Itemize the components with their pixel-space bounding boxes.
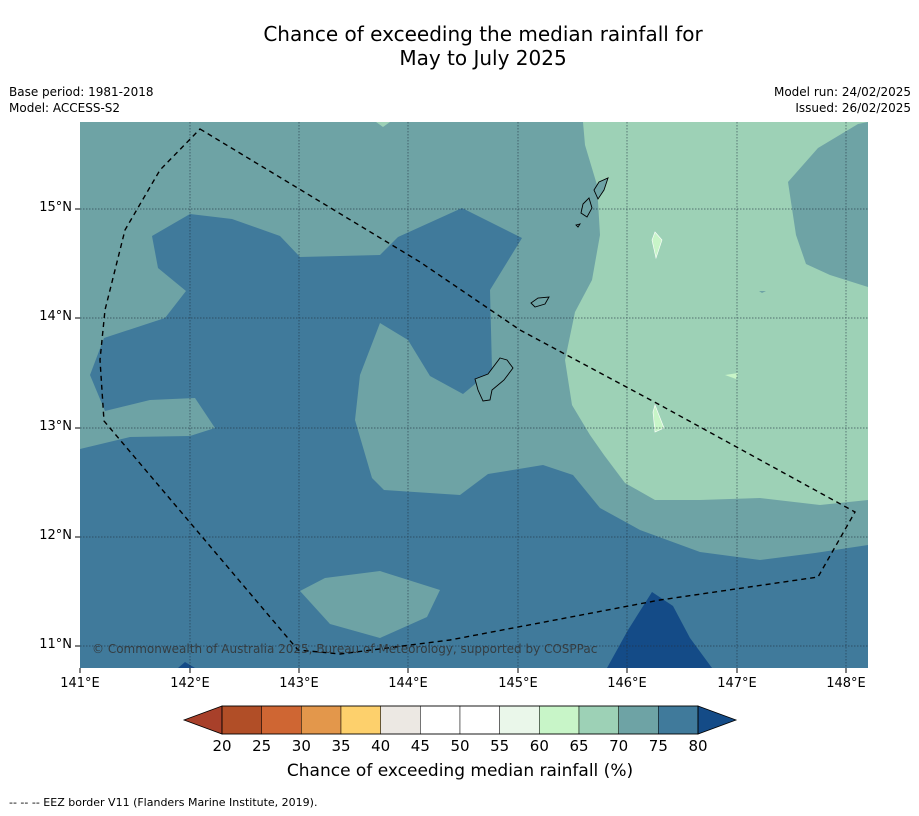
gridlines [80,122,868,668]
rainfall-map: © Commonwealth of Australia 2025, Bureau… [80,122,868,668]
zone-65-70-east [565,122,868,505]
colorbar-under-arrow [182,705,223,735]
colorbar-segment [618,705,659,735]
colorbar-segment [221,705,262,735]
x-axis-label: 148°E [826,676,866,691]
model-run-date: Model run: 24/02/2025 [773,85,911,99]
y-axis-label: 11°N [39,637,72,652]
zone-small-patch-4 [759,291,766,293]
colorbar-tick-label: 40 [371,737,391,755]
colorbar-segment [539,705,580,735]
colorbar-outline [221,705,699,735]
colorbar-tick-label: 60 [529,737,549,755]
issued-date: Issued: 26/02/2025 [795,101,911,115]
x-axis-label: 147°E [717,676,757,691]
x-axis-label: 143°E [279,676,319,691]
island-tinian [580,197,593,218]
copyright-notice: © Commonwealth of Australia 2025, Bureau… [92,642,597,656]
colorbar-segment [340,705,381,735]
eez-footnote: -- -- -- EEZ border V11 (Flanders Marine… [9,796,318,809]
title-line-1: Chance of exceeding the median rainfall … [263,22,703,46]
zone-60-65-patch-2 [652,404,665,433]
colorbar-tick-label: 35 [331,737,351,755]
colorbar-tick-label: 50 [450,737,470,755]
colorbar-segment [261,705,302,735]
model-name: Model: ACCESS-S2 [9,101,121,115]
x-axis-label: 146°E [607,676,647,691]
colorbar-tick-label: 45 [410,737,430,755]
y-axis-label: 15°N [39,200,72,215]
meta-right: Model run: 24/02/2025 Issued: 26/02/2025 [774,84,911,116]
zone-80-plus-small [178,662,195,668]
colorbar [182,705,738,735]
island-saipan [593,177,609,200]
colorbar-tick-label: 30 [291,737,311,755]
colorbar-title: Chance of exceeding median rainfall (%) [286,761,634,781]
colorbar-tick-label: 70 [609,737,629,755]
colorbar-segment [499,705,540,735]
x-axis-label: 141°E [60,676,100,691]
zone-60-65-patch-3 [725,373,738,379]
colorbar-tick-label: 65 [569,737,589,755]
islands [474,177,609,402]
zone-70-75-south [300,571,440,638]
colorbar-tick-label: 55 [490,737,510,755]
colorbar-segment [578,705,619,735]
zone-80-plus [607,592,712,668]
colorbar-tick-label: 75 [648,737,668,755]
y-axis-label: 13°N [39,419,72,434]
axis-ticks [75,208,847,673]
island-rota [530,296,550,308]
colorbar-tick-label: 25 [252,737,272,755]
y-axis-label: 12°N [39,528,72,543]
colorbar-segment [301,705,342,735]
colorbar-segment [658,705,699,735]
zone-75-80-main [80,208,868,668]
colorbar-segment [380,705,421,735]
y-axis-label: 14°N [39,309,72,324]
x-axis-label: 145°E [498,676,538,691]
island-aguijan [575,223,582,228]
colorbar-segment [459,705,500,735]
colorbar-over-arrow [697,705,738,735]
x-axis-label: 142°E [170,676,210,691]
title-line-2: May to July 2025 [399,46,567,70]
map-title: Chance of exceeding the median rainfall … [0,22,919,70]
zone-small-patch-5 [376,122,390,127]
base-period: Base period: 1981-2018 [9,85,154,99]
meta-left: Base period: 1981-2018 Model: ACCESS-S2 [9,84,154,116]
x-axis-label: 144°E [388,676,428,691]
zone-60-65-patch-1 [651,231,663,260]
island-guam [474,357,514,402]
eez-border [99,128,856,655]
colorbar-segment [420,705,461,735]
colorbar-tick-label: 80 [688,737,708,755]
colorbar-tick-label: 20 [212,737,232,755]
